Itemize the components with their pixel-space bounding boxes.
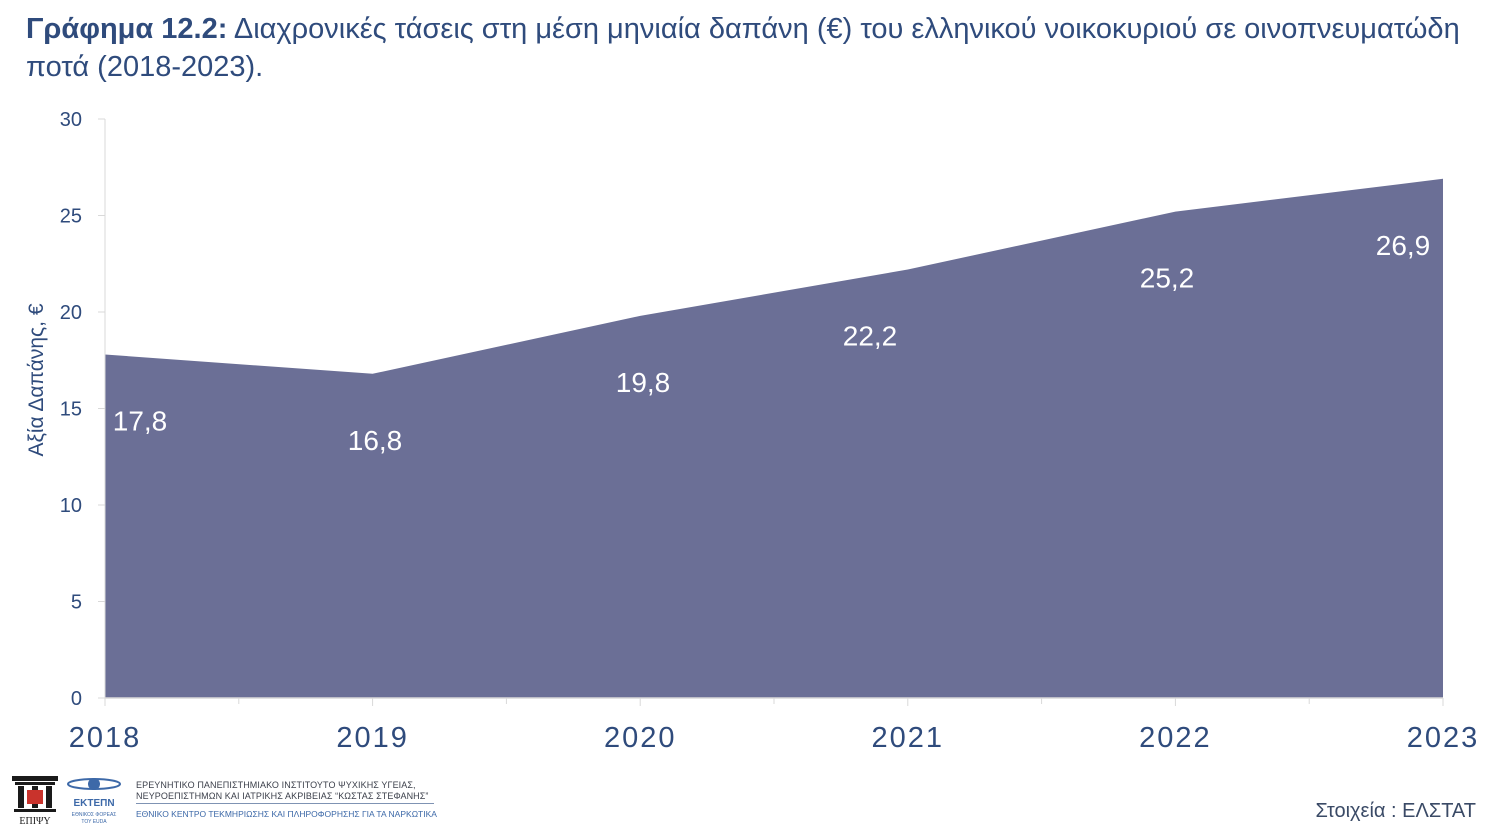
ektepn-logo: ΕΚΤΕΠΝ ΕΘΝΙΚΟΣ ΦΟΡΕΑΣ ΤΟΥ EUDA bbox=[67, 778, 121, 825]
x-tick-label: 2020 bbox=[604, 722, 677, 754]
y-tick-label: 30 bbox=[60, 109, 82, 131]
y-tick-label: 25 bbox=[60, 206, 82, 228]
epipsy-logo: ΕΠΙΨΥ bbox=[12, 776, 58, 827]
org-name-line-3: ΕΘΝΙΚΟ ΚΕΝΤΡΟ ΤΕΚΜΗΡΙΩΣΗΣ ΚΑΙ ΠΛΗΡΟΦΟΡΗΣ… bbox=[136, 809, 437, 819]
y-tick-label: 20 bbox=[60, 302, 82, 324]
org-name-line-2: ΝΕΥΡΟΕΠΙΣΤΗΜΩΝ ΚΑΙ ΙΑΤΡΙΚΗΣ ΑΚΡΙΒΕΙΑΣ “Κ… bbox=[136, 791, 429, 801]
data-source: Στοιχεία : ΕΛΣΤΑΤ bbox=[1315, 800, 1476, 822]
chart-title-lead: Γράφημα 12.2: bbox=[26, 13, 228, 45]
area-series bbox=[105, 178, 1443, 699]
epipsy-caption: ΕΠΙΨΥ bbox=[19, 816, 50, 827]
ektepn-subcaption-1: ΕΘΝΙΚΟΣ ΦΟΡΕΑΣ bbox=[72, 812, 117, 818]
ektepn-caption: ΕΚΤΕΠΝ bbox=[73, 798, 114, 809]
footer: ΕΠΙΨΥ ΕΚΤΕΠΝ ΕΘΝΙΚΟΣ ΦΟΡΕΑΣ ΤΟΥ EUDA ΕΡΕ… bbox=[0, 766, 1500, 829]
y-tick-label: 10 bbox=[60, 495, 82, 517]
org-divider bbox=[136, 803, 434, 804]
data-label: 19,8 bbox=[616, 367, 671, 398]
y-tick-label: 0 bbox=[71, 688, 82, 710]
chart-title-text: Διαχρονικές τάσεις στη μέση μηνιαία δαπά… bbox=[26, 13, 1460, 83]
data-label: 26,9 bbox=[1376, 230, 1431, 261]
data-label: 25,2 bbox=[1140, 263, 1195, 294]
org-name-line-1: ΕΡΕΥΝΗΤΙΚΟ ΠΑΝΕΠΙΣΤΗΜΙΑΚΟ ΙΝΣΤΙΤΟΥΤΟ ΨΥΧ… bbox=[136, 780, 416, 790]
chart-title: Γράφημα 12.2: Διαχρονικές τάσεις στη μέσ… bbox=[26, 10, 1466, 86]
x-tick-label: 2018 bbox=[69, 722, 142, 754]
x-tick-label: 2022 bbox=[1139, 722, 1212, 754]
ektepn-subcaption-2: ΤΟΥ EUDA bbox=[81, 819, 107, 825]
data-label: 17,8 bbox=[113, 405, 168, 436]
y-tick-label: 5 bbox=[71, 592, 82, 614]
data-label: 16,8 bbox=[348, 425, 403, 456]
x-tick-label: 2021 bbox=[872, 722, 945, 754]
x-tick-label: 2023 bbox=[1407, 722, 1480, 754]
y-tick-label: 15 bbox=[60, 399, 82, 421]
data-label: 22,2 bbox=[843, 321, 898, 352]
x-tick-label: 2019 bbox=[336, 722, 409, 754]
